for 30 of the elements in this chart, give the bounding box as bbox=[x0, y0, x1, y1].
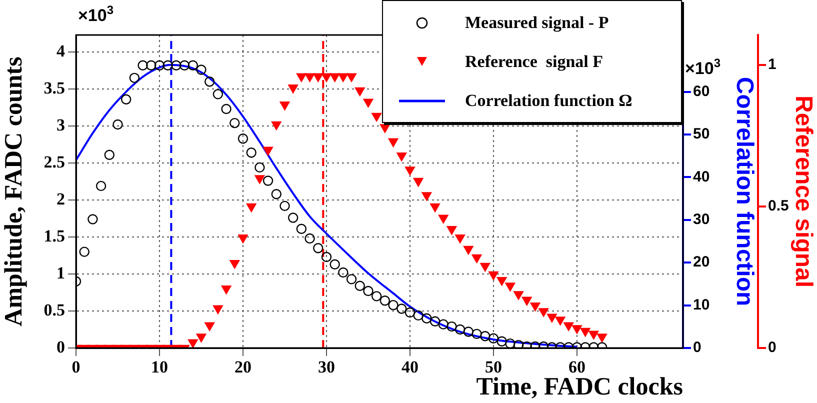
y2-tick-label: 40 bbox=[693, 168, 710, 186]
y-axis-title: Amplitude, FADC counts bbox=[0, 56, 28, 326]
y2-tick-label: 50 bbox=[693, 126, 710, 143]
x-tick-label: 0 bbox=[72, 358, 80, 377]
y-tick-label: 2 bbox=[56, 189, 65, 208]
y3-axis-title: Reference signal bbox=[790, 95, 817, 288]
y-tick-label: 0.5 bbox=[44, 300, 65, 320]
y2-tick-label: 60 bbox=[693, 82, 710, 100]
y-tick-label: 1 bbox=[56, 263, 65, 282]
y-tick-label: 0 bbox=[56, 337, 65, 356]
y-tick-label: 3.5 bbox=[44, 78, 65, 98]
x-tick-label: 40 bbox=[401, 358, 418, 377]
y2-tick-label: 10 bbox=[693, 296, 710, 314]
y2-tick-label: 0 bbox=[693, 339, 702, 356]
x-tick-label: 10 bbox=[150, 358, 168, 377]
x-tick-label: 30 bbox=[318, 358, 335, 377]
legend-label: Reference signal F bbox=[465, 52, 604, 72]
y-tick-label: 4 bbox=[56, 41, 66, 60]
y2-axis-title: Correlation function bbox=[730, 76, 758, 306]
y2-tick-label: 30 bbox=[693, 211, 710, 228]
y3-tick-label: 0.5 bbox=[768, 198, 789, 215]
y3-tick-label: 1 bbox=[768, 56, 776, 74]
y-tick-label: 3 bbox=[56, 115, 65, 134]
y3-tick-label: 0 bbox=[768, 339, 776, 356]
x-tick-label: 20 bbox=[234, 358, 252, 377]
legend-label: Correlation function Ω bbox=[465, 90, 632, 110]
legend-label: Measured signal - P bbox=[465, 12, 609, 32]
y-tick-label: 1.5 bbox=[44, 226, 65, 246]
y-tick-label: 2.5 bbox=[44, 152, 65, 172]
y2-tick-label: 20 bbox=[693, 254, 710, 271]
